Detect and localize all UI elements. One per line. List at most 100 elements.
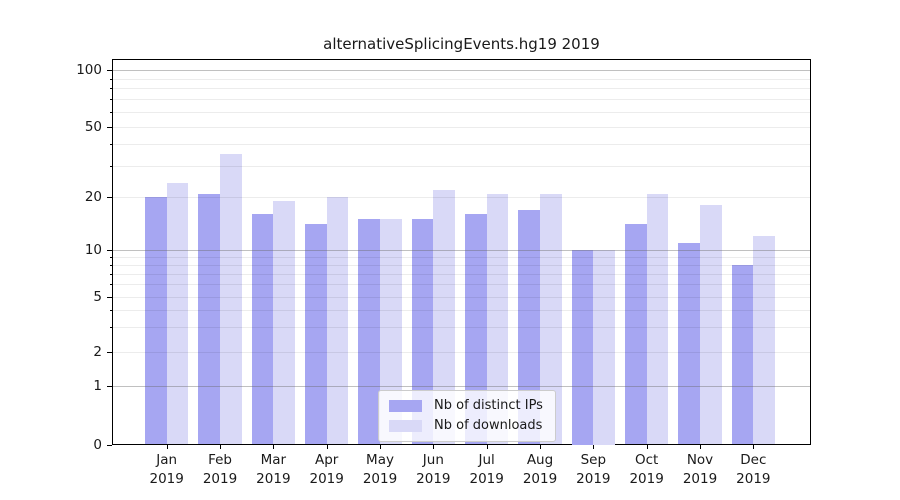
bar-downloads: [486, 193, 509, 445]
bar-downloads: [646, 193, 669, 445]
x-tick: [540, 445, 541, 449]
y-tick: [107, 197, 112, 198]
y-minor-tick: [110, 265, 112, 266]
x-tick: [166, 445, 168, 449]
bar-distinct-ips: [198, 193, 221, 445]
y-tick: [107, 352, 112, 353]
x-tick-label: Jun 2019: [403, 451, 463, 489]
minor-gridline: [113, 274, 810, 276]
x-tick-year: 2019: [202, 471, 238, 487]
x-tick-year: 2019: [736, 471, 771, 487]
chart-title: alternativeSplicingEvents.hg19 2019: [323, 35, 600, 53]
y-tick: [107, 386, 112, 387]
bar-downloads: [433, 189, 456, 445]
bar-downloads: [326, 197, 349, 445]
minor-gridline: [113, 143, 810, 145]
legend-item-distinct-ips: Nb of distinct IPs: [389, 398, 543, 413]
x-tick: [593, 445, 595, 449]
x-tick: [433, 445, 435, 449]
bar-downloads: [540, 193, 562, 445]
bar-distinct-ips: [358, 219, 380, 445]
y-tick-label: 0: [93, 436, 102, 453]
y-tick-label: 50: [84, 118, 102, 135]
bar-distinct-ips: [624, 224, 647, 445]
bar-distinct-ips: [251, 214, 274, 445]
x-tick-year: 2019: [469, 471, 504, 487]
y-minor-tick: [110, 257, 112, 258]
y-tick: [107, 297, 112, 298]
y-minor-tick: [110, 144, 112, 145]
bar-downloads: [220, 154, 242, 445]
x-tick-year: 2019: [256, 471, 291, 487]
y-tick-label: 5: [93, 288, 102, 305]
x-tick: [753, 445, 755, 449]
y-minor-tick: [110, 99, 112, 100]
bar-downloads: [700, 205, 722, 445]
bar-distinct-ips: [464, 214, 487, 445]
x-tick-label: Apr 2019: [297, 451, 357, 489]
x-tick-label: Nov 2019: [670, 451, 730, 489]
x-tick-label: Mar 2019: [243, 451, 303, 489]
x-tick-label: Aug 2019: [510, 451, 570, 489]
y-minor-tick: [110, 284, 112, 285]
x-tick-label: Sep 2019: [563, 451, 623, 489]
major-gridline: [113, 70, 810, 71]
x-tick-label: Jul 2019: [457, 451, 517, 489]
x-tick-year: 2019: [309, 471, 344, 487]
minor-gridline: [113, 78, 810, 80]
bar-distinct-ips: [518, 209, 540, 445]
y-minor-tick: [110, 112, 112, 113]
bar-downloads: [273, 201, 296, 445]
legend-swatch-distinct-ips: [389, 399, 422, 412]
bar-distinct-ips: [411, 219, 434, 445]
y-tick-label: 100: [76, 62, 102, 78]
bar-downloads: [380, 219, 402, 445]
x-tick-year: 2019: [416, 471, 451, 487]
y-tick-label: 20: [84, 189, 102, 206]
minor-gridline: [113, 197, 810, 199]
y-tick: [107, 250, 112, 251]
bar-distinct-ips: [304, 224, 327, 445]
x-tick-label: Oct 2019: [617, 451, 677, 489]
bar-downloads: [593, 250, 616, 445]
x-tick-year: 2019: [362, 471, 398, 487]
minor-gridline: [113, 88, 810, 90]
minor-gridline: [113, 296, 810, 298]
x-tick-month: Feb: [208, 452, 232, 468]
bar-distinct-ips: [571, 250, 594, 445]
y-tick: [107, 445, 112, 446]
x-tick-label: Jan 2019: [137, 451, 197, 489]
major-gridline: [113, 250, 810, 251]
x-tick-month: Mar: [260, 452, 287, 468]
x-tick-year: 2019: [682, 471, 718, 487]
y-tick-label: 10: [84, 242, 102, 258]
y-minor-tick: [110, 88, 112, 89]
x-tick-year: 2019: [522, 471, 558, 487]
minor-gridline: [113, 284, 810, 286]
x-tick: [220, 445, 222, 449]
minor-gridline: [113, 257, 810, 259]
minor-gridline: [113, 99, 810, 101]
x-tick-year: 2019: [576, 471, 611, 487]
minor-gridline: [113, 265, 810, 267]
x-tick: [486, 445, 488, 449]
major-gridline: [113, 385, 810, 387]
y-minor-tick: [110, 166, 112, 167]
y-tick: [107, 70, 112, 71]
legend-swatch-downloads: [389, 419, 422, 432]
y-minor-tick: [110, 327, 112, 328]
legend-label: Nb of downloads: [434, 418, 543, 433]
y-minor-tick: [110, 274, 112, 275]
bar-distinct-ips: [731, 265, 754, 445]
minor-gridline: [113, 111, 810, 113]
x-tick-year: 2019: [629, 471, 664, 487]
bar-distinct-ips: [145, 197, 167, 445]
plot-area: [112, 59, 811, 445]
legend-item-downloads: Nb of downloads: [389, 418, 543, 433]
x-tick-month: Apr: [315, 452, 339, 468]
minor-gridline: [113, 166, 810, 168]
x-tick-month: Jun: [422, 452, 444, 468]
x-tick-month: Aug: [526, 452, 554, 468]
x-tick-month: May: [366, 452, 394, 468]
